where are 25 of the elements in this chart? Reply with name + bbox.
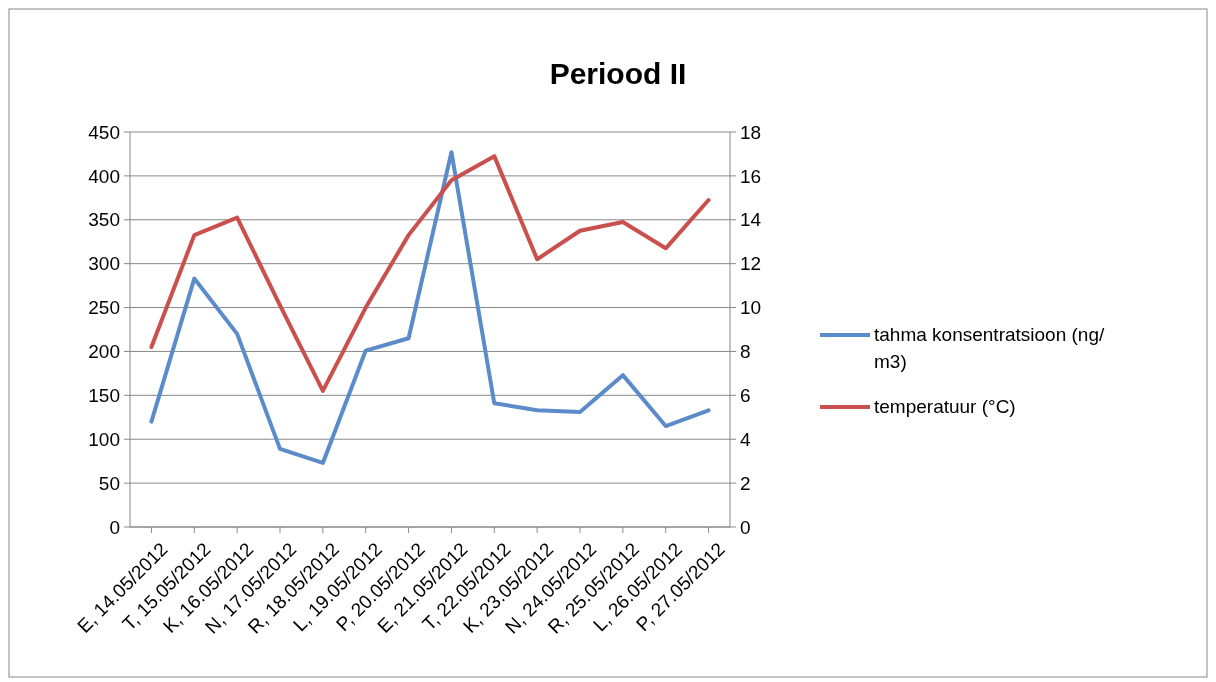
- y-tick-label: 300: [88, 253, 120, 275]
- y-tick-label: 450: [88, 121, 120, 143]
- line-series: [149, 154, 711, 393]
- line-series: [149, 150, 711, 465]
- y2-tick-label: 8: [740, 341, 751, 363]
- legend-label: temperatuur (°C): [874, 396, 1016, 418]
- y2-tick-label: 18: [740, 121, 762, 143]
- y-tick-label: 0: [109, 516, 120, 538]
- y-tick-label: 400: [88, 165, 120, 187]
- y2-tick-label: 0: [740, 516, 751, 538]
- y2-tick-label: 12: [740, 253, 762, 275]
- legend-label: tahma konsentratsioon (ng/m3): [874, 324, 1105, 373]
- y-tick-label: 150: [88, 384, 120, 406]
- y2-tick-label: 16: [740, 165, 762, 187]
- y-tick-label: 100: [88, 428, 120, 450]
- y2-tick-label: 2: [740, 472, 751, 494]
- y2-tick-label: 10: [740, 297, 762, 319]
- y-tick-label: 200: [88, 341, 120, 363]
- y2-tick-label: 4: [740, 428, 751, 450]
- y2-tick-label: 14: [740, 209, 762, 231]
- y-tick-label: 50: [98, 472, 120, 494]
- y2-tick-label: 6: [740, 384, 751, 406]
- y-tick-label: 250: [88, 297, 120, 319]
- y-tick-label: 350: [88, 209, 120, 231]
- chart-title: Periood II: [549, 57, 687, 90]
